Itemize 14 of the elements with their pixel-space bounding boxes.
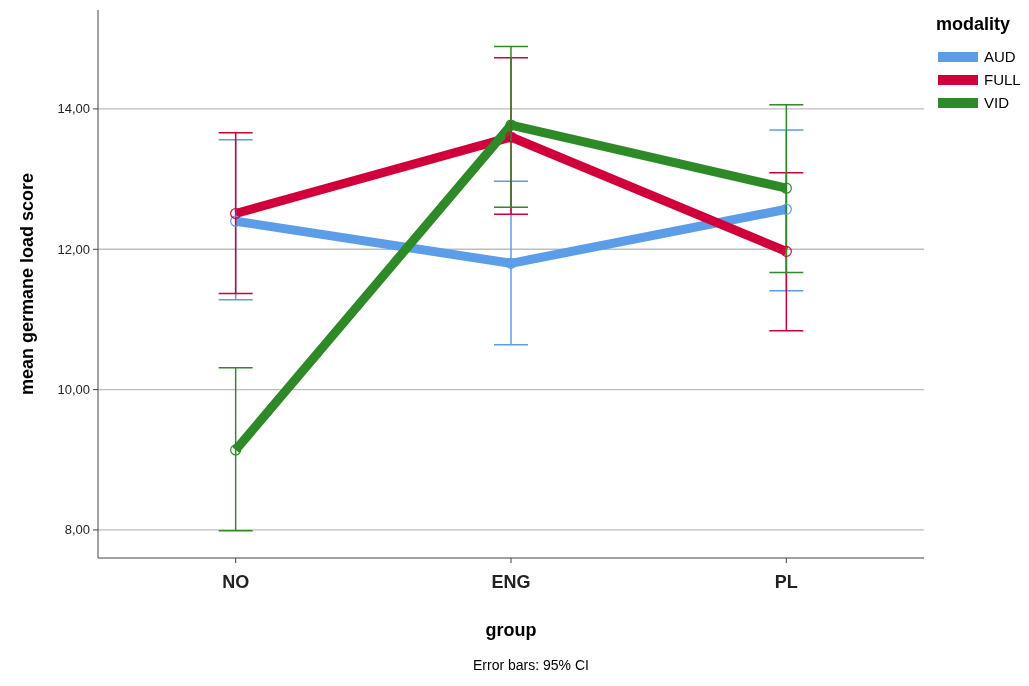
y-axis-title: mean germane load score [17, 172, 37, 396]
text: Error bars: 95% CI [473, 657, 589, 673]
x-axis-title: group [485, 620, 537, 640]
legend-label: FULL [984, 71, 1021, 89]
y-tick-label: 14,00 [57, 101, 90, 117]
legend-label: AUD [984, 48, 1016, 66]
x-tick-label: PL [774, 572, 798, 592]
y-tick-label: 12,00 [57, 241, 90, 257]
legend-title: modality [936, 14, 1011, 34]
x-tick-label: NO [222, 572, 250, 592]
y-tick-label: 10,00 [57, 382, 90, 398]
x-tick-label: ENG [491, 572, 531, 592]
y-tick-label: 8,00 [64, 522, 90, 538]
legend-label: VID [984, 94, 1010, 112]
